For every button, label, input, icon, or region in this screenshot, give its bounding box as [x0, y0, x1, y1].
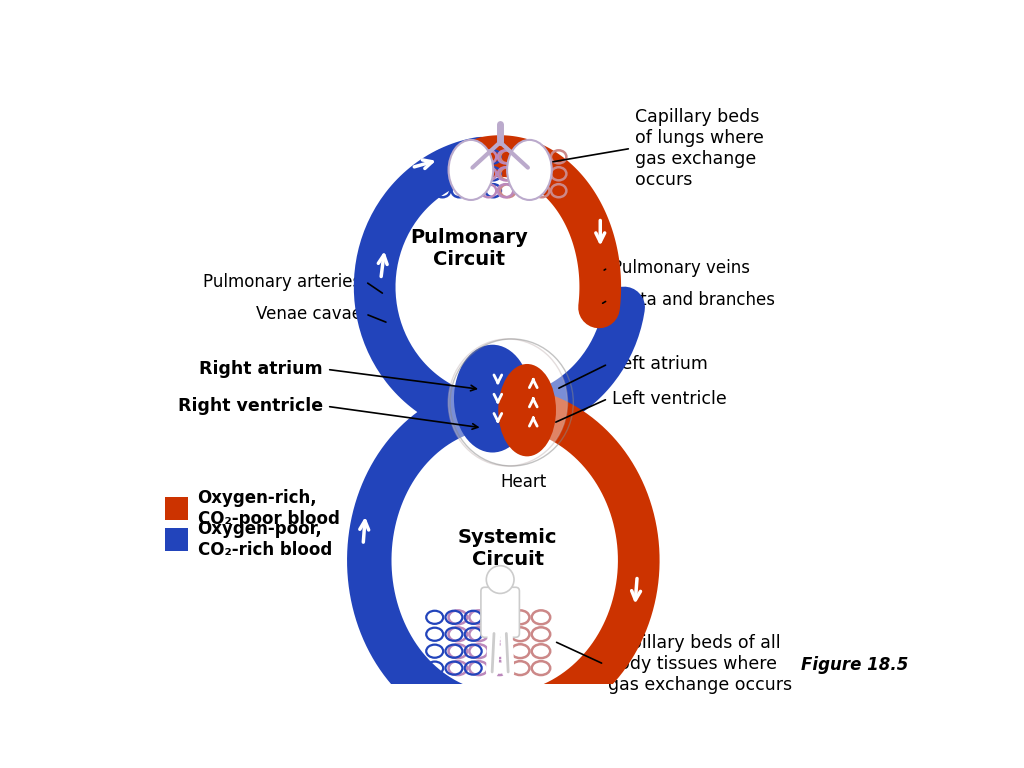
Text: Heart: Heart — [500, 473, 547, 491]
Text: Aorta and branches: Aorta and branches — [611, 291, 775, 309]
Ellipse shape — [507, 140, 552, 200]
Text: Pulmonary veins: Pulmonary veins — [611, 259, 750, 276]
Ellipse shape — [499, 364, 556, 456]
FancyBboxPatch shape — [481, 588, 519, 637]
Circle shape — [486, 566, 514, 594]
Ellipse shape — [454, 345, 531, 452]
Text: Oxygen-rich,
CO₂-poor blood: Oxygen-rich, CO₂-poor blood — [198, 489, 339, 528]
Text: Capillary beds
of lungs where
gas exchange
occurs: Capillary beds of lungs where gas exchan… — [635, 108, 764, 189]
Text: Right atrium: Right atrium — [200, 360, 323, 379]
Text: Capillary beds of all
body tissues where
gas exchange occurs: Capillary beds of all body tissues where… — [608, 634, 793, 694]
Text: Figure 18.5: Figure 18.5 — [801, 657, 908, 674]
Text: Venae cavae: Venae cavae — [256, 305, 361, 323]
Text: Left atrium: Left atrium — [611, 355, 708, 373]
Ellipse shape — [449, 140, 494, 200]
Text: Left ventricle: Left ventricle — [611, 389, 727, 408]
FancyBboxPatch shape — [165, 528, 188, 551]
Text: Right ventricle: Right ventricle — [178, 397, 323, 415]
Text: Oxygen-poor,
CO₂-rich blood: Oxygen-poor, CO₂-rich blood — [198, 520, 332, 559]
FancyBboxPatch shape — [165, 497, 188, 520]
Text: Systemic
Circuit: Systemic Circuit — [458, 528, 558, 569]
Ellipse shape — [449, 339, 567, 466]
Text: Pulmonary
Circuit: Pulmonary Circuit — [411, 228, 528, 269]
Text: Pulmonary arteries: Pulmonary arteries — [204, 273, 361, 290]
